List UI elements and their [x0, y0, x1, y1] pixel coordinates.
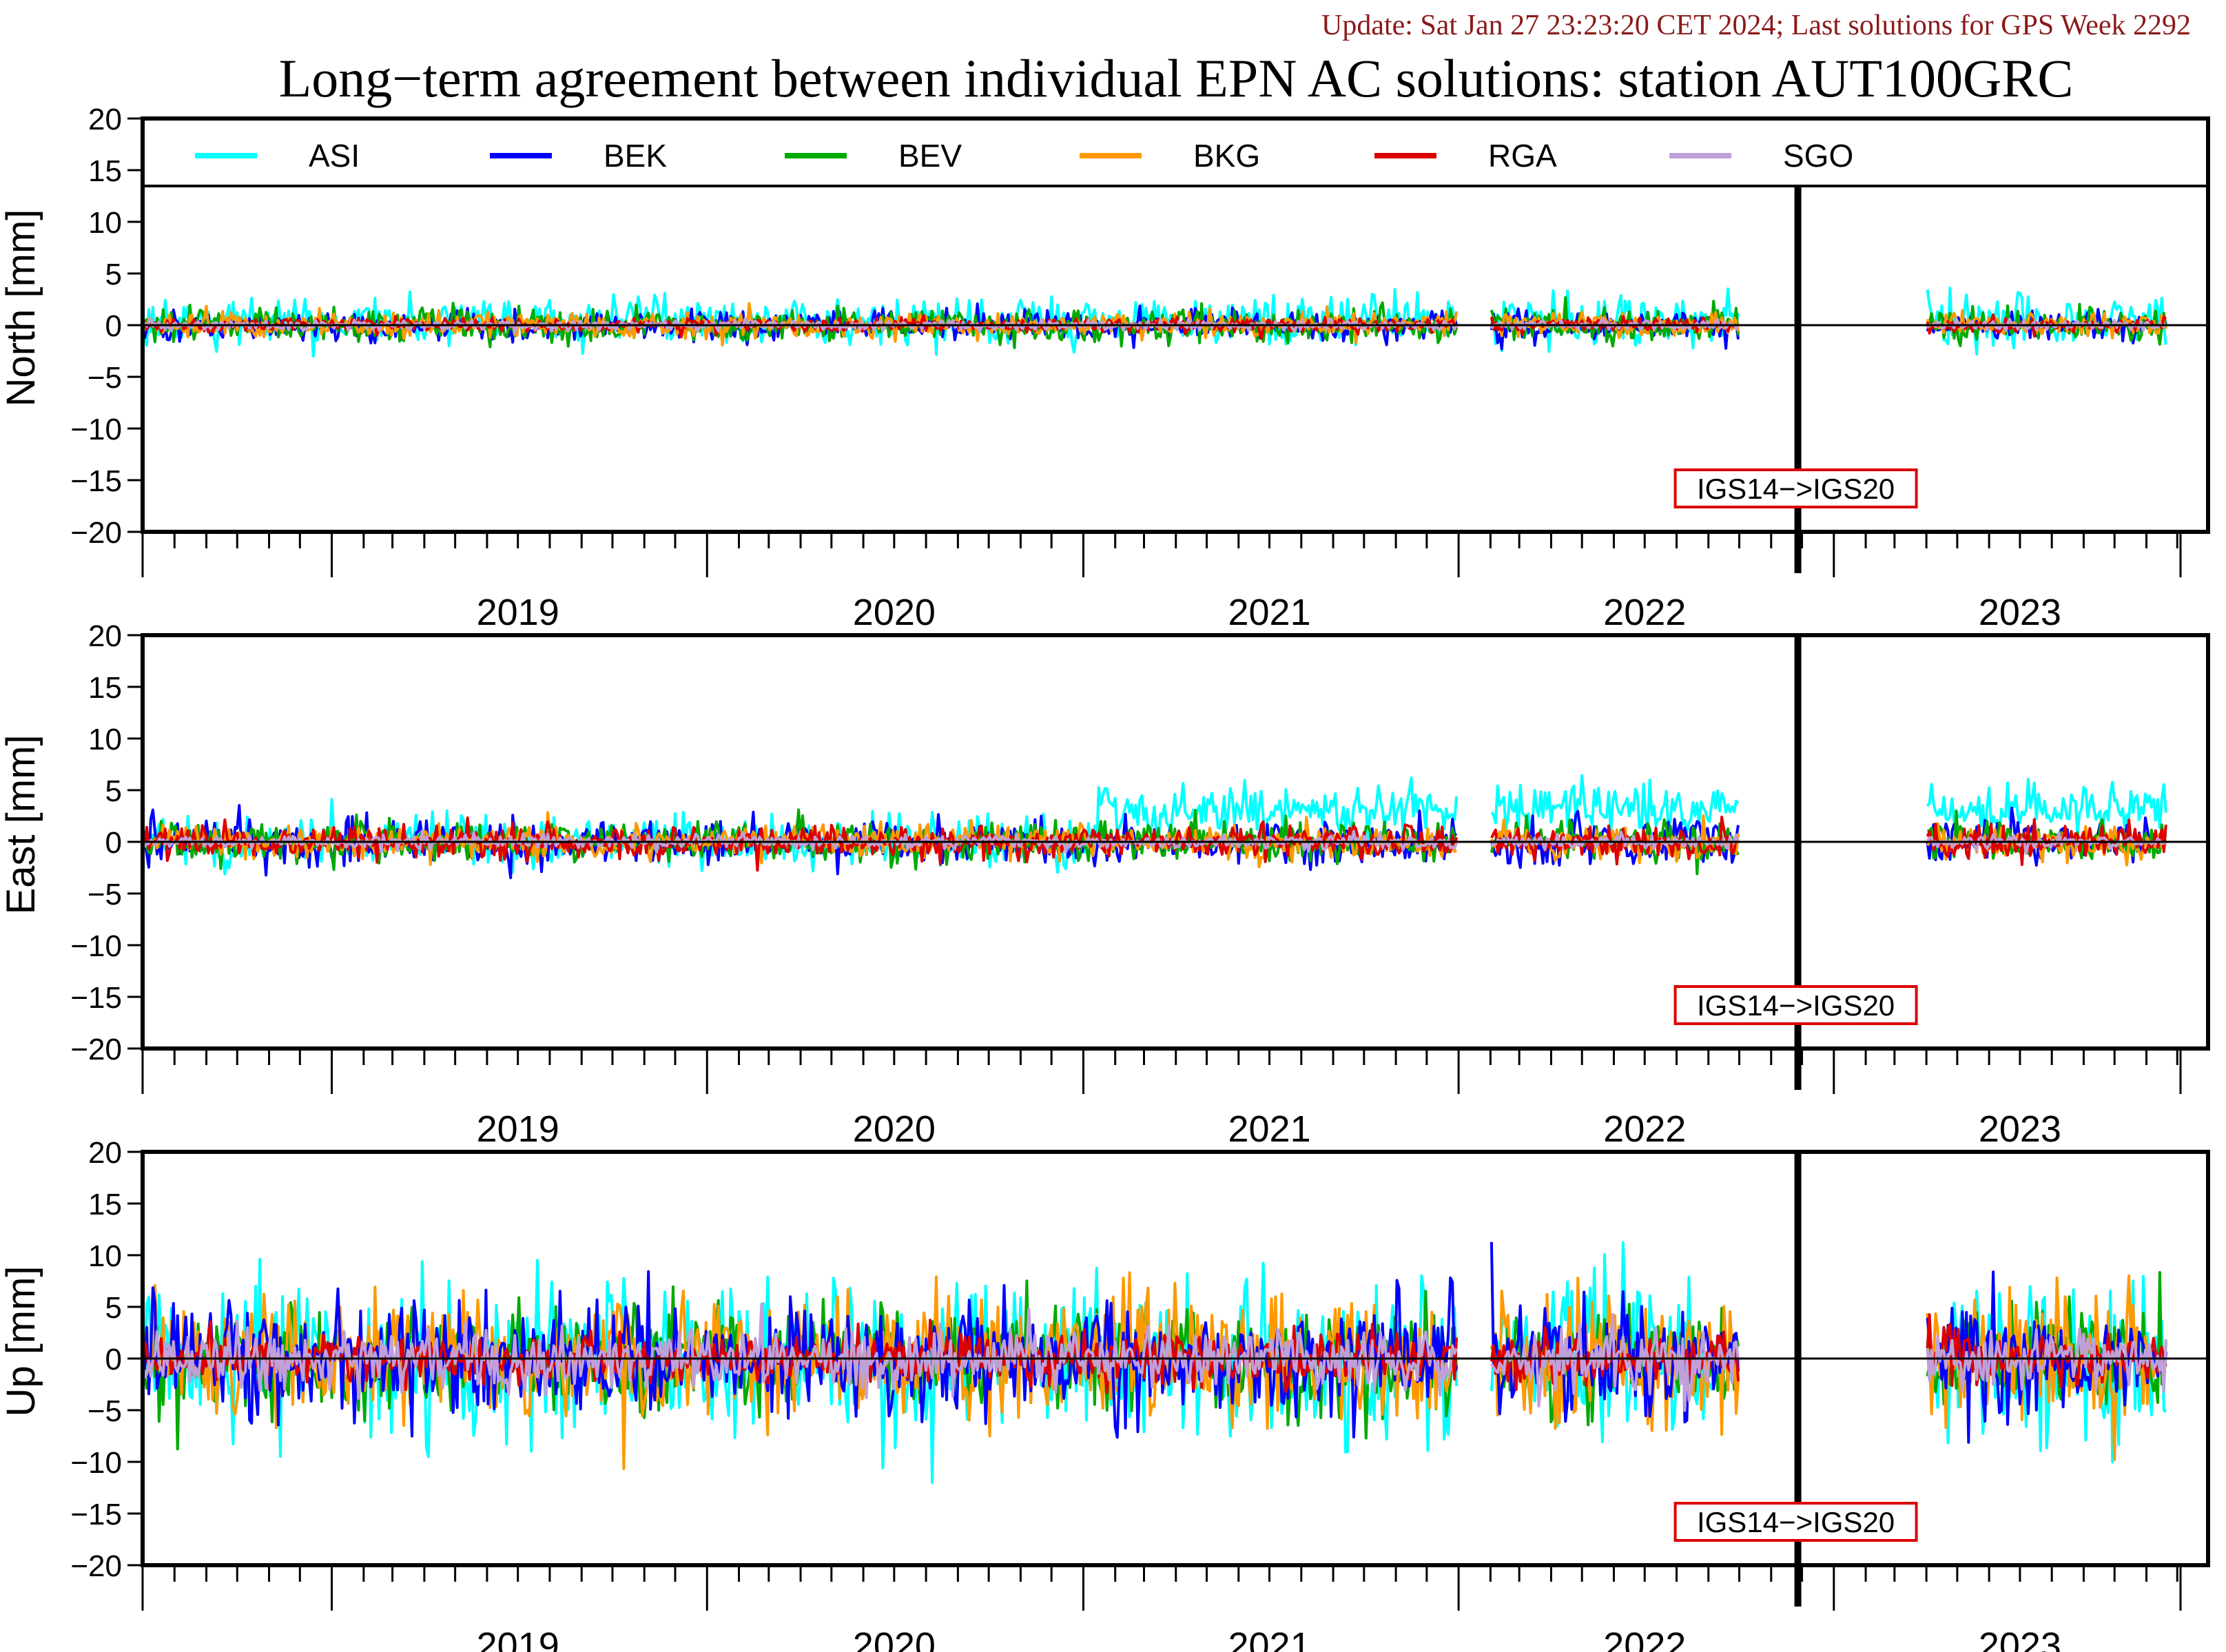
annotation-label: IGS14−>IGS20: [1697, 473, 1895, 505]
annotation-box: [1673, 985, 1918, 1025]
y-tick-label: 10: [88, 206, 122, 240]
x-year-label: 2019: [477, 1108, 559, 1150]
y-tick-label: 5: [105, 1291, 122, 1325]
y-axis-label: North [mm]: [0, 209, 43, 407]
legend-label-bev: BEV: [898, 138, 962, 174]
y-tick-label: 10: [88, 1239, 122, 1273]
y-tick-label: −5: [87, 1394, 122, 1428]
annotation-box: [1673, 468, 1918, 508]
y-tick-label: 15: [88, 154, 122, 188]
x-year-label: 2022: [1603, 592, 1686, 633]
y-tick-label: 0: [105, 1343, 122, 1376]
y-tick-label: 20: [88, 1136, 122, 1170]
annotation-label: IGS14−>IGS20: [1697, 989, 1895, 1022]
y-tick-label: 20: [88, 619, 122, 653]
x-year-label: 2019: [477, 1625, 559, 1652]
x-year-label: 2021: [1228, 1625, 1310, 1652]
y-tick-label: 20: [88, 103, 122, 136]
x-year-label: 2021: [1228, 1108, 1310, 1150]
y-tick-label: −5: [87, 878, 122, 911]
reference-change-annotation: IGS14−>IGS20: [1673, 985, 1918, 1025]
panels: IGS14−>IGS20 ASI BEK BEV BKG RGA SGO −20 −15 −10 −…: [0, 103, 2210, 1652]
y-tick-label: −15: [70, 464, 122, 498]
series-line-asi: [143, 774, 2167, 876]
y-tick-label: 5: [105, 258, 122, 291]
y-tick-label: −20: [70, 516, 122, 550]
annotation-box: [1673, 1502, 1918, 1542]
y-tick-label: −10: [70, 413, 122, 446]
x-year-label: 2022: [1603, 1625, 1686, 1652]
legend-box: [141, 117, 2209, 187]
y-tick-label: −5: [87, 361, 122, 395]
series-group: [143, 287, 2167, 358]
y-axis-label: East [mm]: [0, 734, 43, 914]
series-group: [143, 1241, 2167, 1484]
legend-label-bkg: BKG: [1193, 138, 1260, 174]
x-year-label: 2019: [477, 592, 559, 633]
series-group: [143, 774, 2167, 880]
x-year-label: 2020: [853, 1625, 936, 1652]
x-year-label: 2023: [1979, 1108, 2061, 1150]
y-tick-label: −20: [70, 1549, 122, 1583]
y-axis-label: Up [mm]: [0, 1266, 43, 1416]
y-tick-label: −15: [70, 1498, 122, 1531]
y-tick-label: −10: [70, 1446, 122, 1480]
legend-label-rga: RGA: [1488, 138, 1557, 174]
reference-change-annotation: IGS14−>IGS20: [1673, 1502, 1918, 1542]
y-tick-label: 5: [105, 774, 122, 808]
y-tick-label: −10: [70, 929, 122, 963]
y-tick-label: −20: [70, 1033, 122, 1066]
y-tick-label: −15: [70, 981, 122, 1015]
reference-change-annotation: IGS14−>IGS20: [1673, 468, 1918, 508]
y-tick-label: 0: [105, 309, 122, 343]
annotation-label: IGS14−>IGS20: [1697, 1506, 1895, 1538]
x-year-label: 2020: [853, 592, 936, 633]
panel-1: IGS14−>IGS20 −20 −15 −10 −5 0 5 10 15 20 East [mm]…: [0, 619, 2210, 1150]
legend: ASI BEK BEV BKG RGA SGO: [141, 117, 2209, 187]
x-year-label: 2020: [853, 1108, 936, 1150]
panel-2: IGS14−>IGS20 −20 −15 −10 −5 0 5 10 15 20 Up [mm] 20…: [0, 1136, 2210, 1652]
update-timestamp: Update: Sat Jan 27 23:23:20 CET 2024; La…: [1321, 10, 2191, 41]
x-year-label: 2021: [1228, 592, 1310, 633]
y-tick-label: 0: [105, 826, 122, 860]
x-year-label: 2023: [1979, 592, 2061, 633]
y-tick-label: 15: [88, 1188, 122, 1221]
y-tick-label: 15: [88, 671, 122, 705]
chart-title: Long−term agreement between individual E…: [279, 48, 2074, 108]
legend-label-bek: BEK: [604, 138, 667, 174]
panel-0: IGS14−>IGS20 ASI BEK BEV BKG RGA SGO −20 −15 −10 −…: [0, 103, 2210, 633]
x-year-label: 2023: [1979, 1625, 2061, 1652]
x-year-label: 2022: [1603, 1108, 1686, 1150]
y-tick-label: 10: [88, 723, 122, 756]
legend-label-sgo: SGO: [1783, 138, 1853, 174]
legend-label-asi: ASI: [309, 138, 360, 174]
